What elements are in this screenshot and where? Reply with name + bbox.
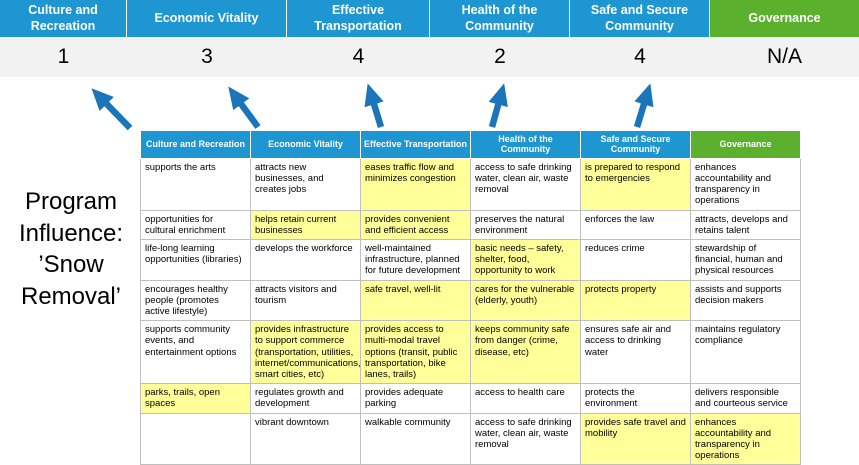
up-arrow-icon [364,83,385,128]
up-arrow-icon [633,83,654,128]
matrix-cell: supports the arts [140,157,251,211]
matrix-row: vibrant downtown walkable community acce… [140,412,801,465]
score-governance: N/A [766,45,802,68]
matrix-cell: life-long learning opportunities (librar… [140,238,251,281]
matrix-cell: supports community events, and entertain… [140,320,251,385]
up-arrow-icon [228,86,261,129]
header-effective-transportation: Effective Transportation [287,0,430,37]
matrix-header-culture-and-recreation: Culture and Recreation [140,130,251,159]
header-safe-and-secure-community: Safe and Secure Community [570,0,710,37]
matrix-cell: provides convenient and efficient access [360,209,471,240]
matrix-header-safe-and-secure-community: Safe and Secure Community [580,130,691,159]
header-health-of-the-community: Health of the Community [430,0,570,37]
matrix-cell: preserves the natural environment [470,209,581,240]
matrix-cell: attracts new businesses, and creates job… [250,157,361,211]
matrix-cell: well-maintained infrastructure, planned … [360,238,471,281]
matrix-cell: access to health care [470,383,581,414]
matrix-row: supports the arts attracts new businesse… [140,157,801,211]
matrix-cell: access to safe drinking water, clean air… [470,412,581,465]
matrix-cell: attracts visitors and tourism [250,279,361,322]
matrix-cell: eases traffic flow and minimizes congest… [360,157,471,211]
matrix-cell: maintains regulatory compliance [690,320,801,385]
matrix-cell: ensures safe air and access to drinking … [580,320,691,385]
matrix-cell: reduces crime [580,238,691,281]
matrix-cell: provides infrastructure to support comme… [250,320,361,385]
matrix-row: opportunities for cultural enrichment he… [140,209,801,240]
matrix-header-row: Culture and Recreation Economic Vitality… [140,130,801,159]
matrix-cell: helps retain current businesses [250,209,361,240]
matrix-cell: walkable community [360,412,471,465]
up-arrow-icon [91,88,133,131]
score-effective-transportation: 4 [352,45,365,68]
matrix-cell [140,412,251,465]
matrix-cell: regulates growth and development [250,383,361,414]
summary-header-row: Culture and Recreation Economic Vitality… [0,0,859,37]
matrix-cell: encourages healthy people (promotes acti… [140,279,251,322]
matrix-cell: access to safe drinking water, clean air… [470,157,581,211]
score-safe-and-secure-community: 4 [634,45,646,68]
matrix-header-economic-vitality: Economic Vitality [250,130,361,159]
matrix-cell: enforces the law [580,209,691,240]
matrix-cell: provides access to multi-modal travel op… [360,320,471,385]
influence-matrix: Culture and Recreation Economic Vitality… [140,130,801,465]
matrix-cell: attracts, develops and retains talent [690,209,801,240]
matrix-cell: parks, trails, open spaces [140,383,251,414]
matrix-cell: opportunities for cultural enrichment [140,209,251,240]
header-economic-vitality: Economic Vitality [127,0,287,37]
matrix-row: encourages healthy people (promotes acti… [140,279,801,322]
matrix-cell: provides adequate parking [360,383,471,414]
matrix-header-health-of-the-community: Health of the Community [470,130,581,159]
matrix-cell: basic needs – safety, shelter, food, opp… [470,238,581,281]
matrix-row: life-long learning opportunities (librar… [140,238,801,281]
matrix-row: supports community events, and entertain… [140,320,801,385]
up-arrow-icon [488,83,508,128]
matrix-cell: cares for the vulnerable (elderly, youth… [470,279,581,322]
score-health-of-the-community: 2 [494,45,506,68]
header-culture-and-recreation: Culture and Recreation [0,0,127,37]
matrix-row: parks, trails, open spaces regulates gro… [140,383,801,414]
score-culture-and-recreation: 1 [57,45,70,68]
score-economic-vitality: 3 [201,45,213,68]
matrix-cell: stewardship of financial, human and phys… [690,238,801,281]
matrix-cell: provides safe travel and mobility [580,412,691,465]
matrix-cell: protects the environment [580,383,691,414]
matrix-cell: protects property [580,279,691,322]
matrix-cell: enhances accountability and transparency… [690,412,801,465]
matrix-cell: delivers responsible and courteous servi… [690,383,801,414]
matrix-cell: is prepared to respond to emergencies [580,157,691,211]
matrix-cell: assists and supports decision makers [690,279,801,322]
matrix-cell: develops the workforce [250,238,361,281]
matrix-cell: enhances accountability and transparency… [690,157,801,211]
header-governance: Governance [710,0,859,37]
matrix-cell: vibrant downtown [250,412,361,465]
score-row: 1 3 4 2 4 N/A [0,37,859,77]
arrows-layer [91,83,654,131]
matrix-cell: safe travel, well-lit [360,279,471,322]
matrix-header-governance: Governance [690,130,801,159]
matrix-cell: keeps community safe from danger (crime,… [470,320,581,385]
program-influence-title: Program Influence: ’Snow Removal’ [18,188,124,311]
matrix-header-effective-transportation: Effective Transportation [360,130,471,159]
